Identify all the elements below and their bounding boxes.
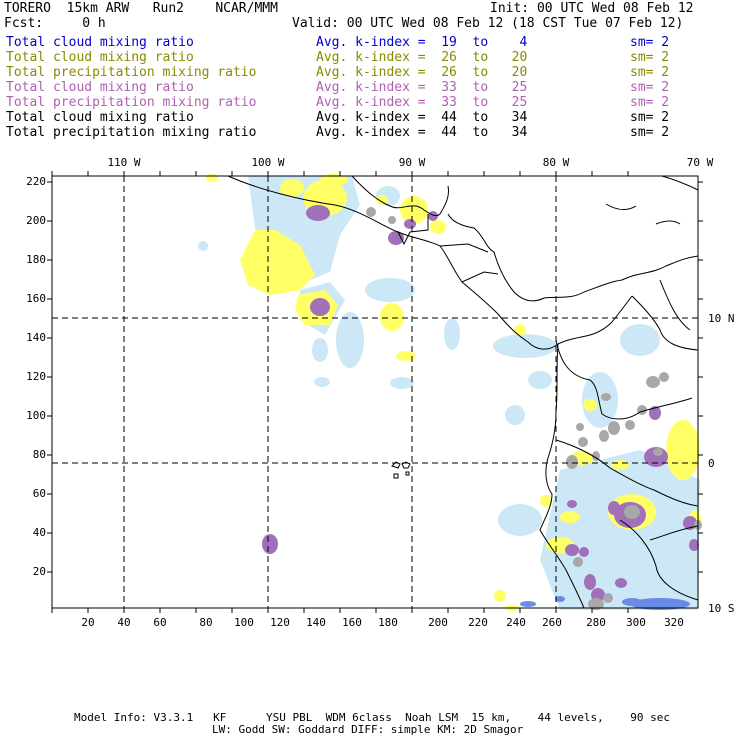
x-tick-20: 20 (81, 616, 94, 629)
y-tick-160: 160 (26, 292, 46, 305)
lon-label-70w: 70 W (687, 156, 714, 169)
y-tick-220: 220 (26, 175, 46, 188)
legend-name-7: Total precipitation mixing ratio (6, 125, 257, 140)
lat-label-10s: 10 S (708, 602, 735, 615)
legend-name-5: Total precipitation mixing ratio (6, 95, 257, 110)
lat-label-10n: 10 N (708, 312, 735, 325)
galapagos-islands (391, 461, 411, 479)
lon-label-80w: 80 W (543, 156, 570, 169)
legend-sm-4: sm= 2 (630, 80, 670, 95)
gulf-of-mexico-coast (351, 175, 449, 217)
x-tick-100: 100 (234, 616, 254, 629)
x-tick-140: 140 (306, 616, 326, 629)
axis-ticks (47, 171, 703, 613)
central-america-coast (227, 175, 633, 350)
legend-name-4: Total cloud mixing ratio (6, 80, 194, 95)
legend-kindex-6: Avg. k-index = 44 to 34 (316, 110, 528, 125)
legend-sm-5: sm= 2 (630, 95, 670, 110)
legend-kindex-5: Avg. k-index = 33 to 25 (316, 95, 528, 110)
amazon-line (649, 525, 699, 541)
legend-sm-1: sm= 2 (630, 35, 670, 50)
lon-label-110w: 110 W (107, 156, 140, 169)
x-tick-300: 300 (626, 616, 646, 629)
legend-name-3: Total precipitation mixing ratio (6, 65, 257, 80)
weather-fields (198, 174, 702, 611)
x-tick-180: 180 (378, 616, 398, 629)
legend-name-6: Total cloud mixing ratio (6, 110, 194, 125)
x-tick-240: 240 (506, 616, 526, 629)
grid-lines (52, 176, 698, 608)
y-tick-200: 200 (26, 214, 46, 227)
legend-sm-3: sm= 2 (630, 65, 670, 80)
caribbean-coast (447, 213, 699, 302)
forecast-hour: Fcst: 0 h (4, 16, 106, 31)
physics-info: LW: Godd SW: Goddard DIFF: simple KM: 2D… (212, 723, 524, 736)
x-tick-160: 160 (342, 616, 362, 629)
x-tick-120: 120 (270, 616, 290, 629)
init-time: Init: 00 UTC Wed 08 Feb 12 (490, 1, 694, 16)
model-info: Model Info: V3.3.1 KF YSU PBL WDM 6class… (74, 711, 671, 724)
venezuela-border (631, 295, 699, 351)
x-tick-280: 280 (586, 616, 606, 629)
y-tick-140: 140 (26, 331, 46, 344)
lon-label-90w: 90 W (399, 156, 426, 169)
legend-name-1: Total cloud mixing ratio (6, 35, 194, 50)
legend-name-2: Total cloud mixing ratio (6, 50, 194, 65)
valid-time: Valid: 00 UTC Wed 08 Feb 12 (18 CST Tue … (292, 16, 684, 31)
caribbean-islands (605, 175, 699, 225)
x-tick-260: 260 (542, 616, 562, 629)
map-frame (51, 175, 699, 609)
peru-brazil-border (619, 519, 699, 601)
y-tick-40: 40 (33, 526, 46, 539)
honduras-border (439, 243, 489, 253)
lat-label-0: 0 (708, 457, 715, 470)
x-tick-220: 220 (468, 616, 488, 629)
lon-label-100w: 100 W (251, 156, 284, 169)
legend-sm-2: sm= 2 (630, 50, 670, 65)
y-tick-20: 20 (33, 565, 46, 578)
x-tick-200: 200 (428, 616, 448, 629)
legend-sm-7: sm= 2 (630, 125, 670, 140)
y-tick-180: 180 (26, 253, 46, 266)
x-tick-40: 40 (117, 616, 130, 629)
x-tick-320: 320 (664, 616, 684, 629)
legend-kindex-7: Avg. k-index = 44 to 34 (316, 125, 528, 140)
legend-kindex-3: Avg. k-index = 26 to 20 (316, 65, 528, 80)
colombia-border (555, 339, 693, 420)
cloud-field-light (198, 176, 700, 610)
model-title: TORERO 15km ARW Run2 NCAR/MMM (4, 1, 278, 16)
y-tick-120: 120 (26, 370, 46, 383)
nicaragua-border (461, 271, 499, 283)
legend-kindex-1: Avg. k-index = 19 to 4 (316, 35, 528, 50)
x-tick-80: 80 (199, 616, 212, 629)
y-tick-60: 60 (33, 487, 46, 500)
y-tick-100: 100 (26, 409, 46, 422)
legend-kindex-4: Avg. k-index = 33 to 25 (316, 80, 528, 95)
legend-kindex-2: Avg. k-index = 26 to 20 (316, 50, 528, 65)
axis-labels: 110 W 100 W 90 W 80 W 70 W 10 N 0 10 S 2… (26, 156, 734, 629)
west-coast-south (659, 279, 691, 331)
legend-sm-6: sm= 2 (630, 110, 670, 125)
y-tick-80: 80 (33, 448, 46, 461)
ecuador-peru-border (555, 439, 699, 507)
cloud-field-blue (520, 596, 690, 610)
x-tick-60: 60 (153, 616, 166, 629)
yucatan-outline (397, 214, 429, 246)
